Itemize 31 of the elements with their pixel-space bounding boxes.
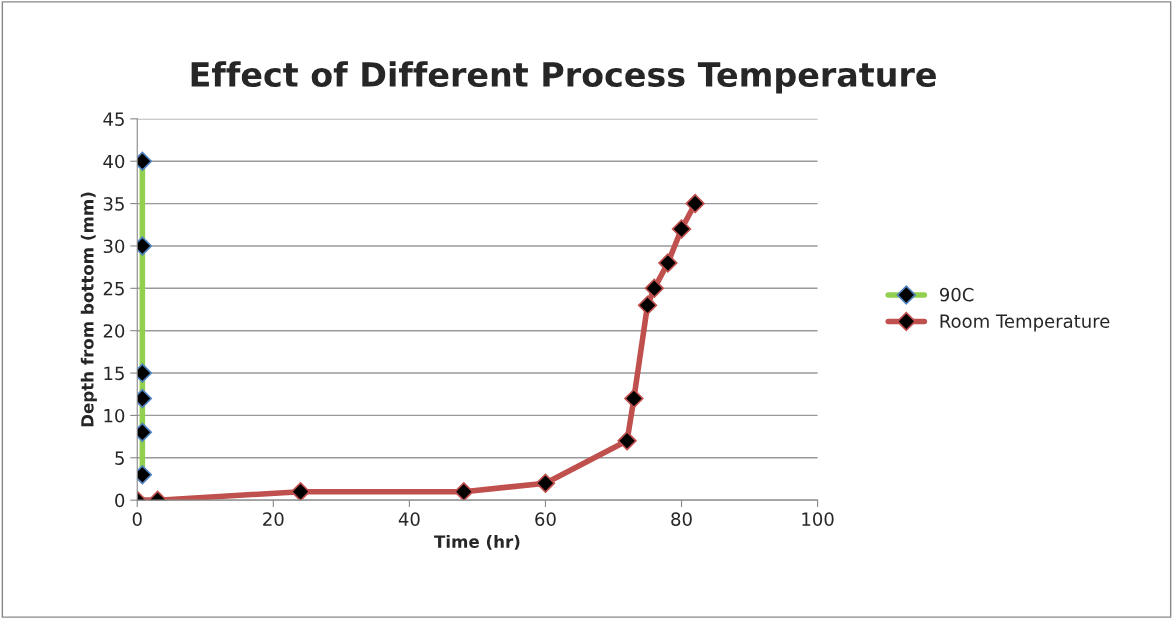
point xyxy=(617,431,637,451)
point xyxy=(685,193,705,214)
y-tick-label: 45 xyxy=(103,112,124,126)
x-tick-label: 80 xyxy=(671,512,692,526)
point xyxy=(454,482,474,501)
x-tick-label: 100 xyxy=(802,512,834,526)
chart-title: Effect of Different Process Temperature xyxy=(191,61,936,94)
point xyxy=(671,219,692,239)
y-tick-label: 30 xyxy=(103,239,125,254)
y-tick-label: 5 xyxy=(115,451,124,465)
y-tick-label: 10 xyxy=(104,408,125,423)
point xyxy=(290,482,311,501)
y-axis-title: Depth from bottom (mm) xyxy=(80,192,97,427)
y-tick-label: 25 xyxy=(103,281,124,296)
y-tick-label: 40 xyxy=(103,154,125,169)
point xyxy=(637,295,658,315)
point xyxy=(624,388,644,409)
x-axis-title: Time (hr) xyxy=(434,534,520,550)
x-tick-label: 20 xyxy=(263,512,284,526)
point xyxy=(644,278,664,298)
x-tick-label: 0 xyxy=(132,512,142,526)
legend-label: 90C xyxy=(939,287,974,302)
legend-label: Room Temperature xyxy=(940,314,1110,332)
point xyxy=(535,473,556,493)
x-tick-label: 40 xyxy=(398,512,420,526)
point xyxy=(658,253,678,273)
y-tick-label: 35 xyxy=(103,197,124,211)
y-tick-label: 0 xyxy=(115,493,125,508)
y-tick-label: 20 xyxy=(103,324,125,338)
y-tick-label: 15 xyxy=(104,366,124,381)
x-tick-label: 60 xyxy=(535,512,556,526)
